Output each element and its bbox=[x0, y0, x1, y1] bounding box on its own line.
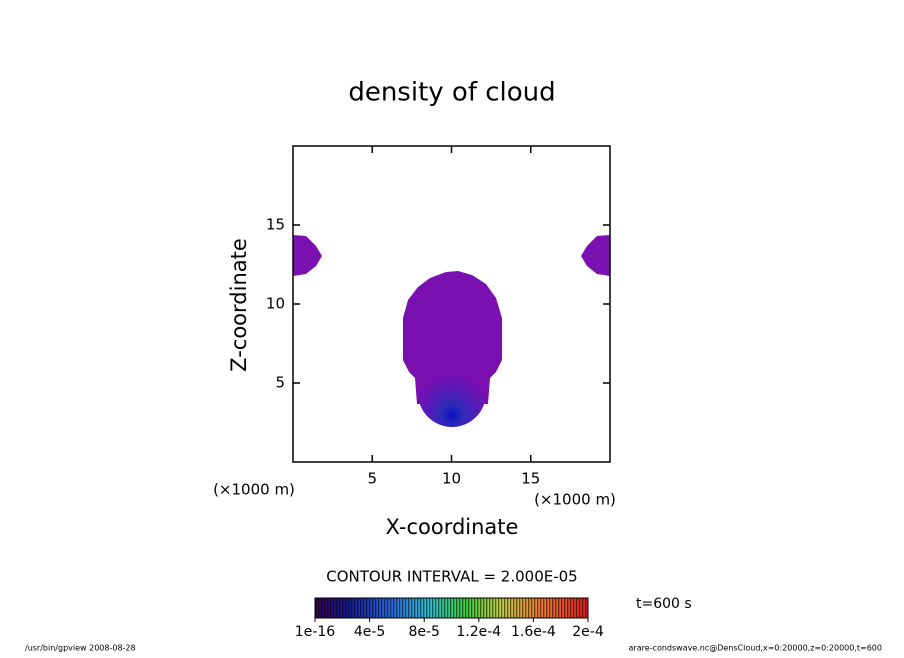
colorbar-stripes bbox=[315, 598, 588, 618]
colorbar-tick-label: 1.2e-4 bbox=[456, 624, 501, 640]
y-axis-label: Z-coordinate bbox=[227, 238, 251, 372]
colorbar-ticks: 1e-16 4e-5 8e-5 1.2e-4 1.6e-4 2e-4 bbox=[295, 618, 604, 640]
colorbar-tick-label: 4e-5 bbox=[354, 624, 385, 640]
x-unit-label: (×1000 m) bbox=[534, 491, 616, 509]
chart-title: density of cloud bbox=[348, 78, 555, 108]
y-tick-label: 15 bbox=[266, 216, 285, 234]
x-tick-label: 15 bbox=[521, 470, 540, 488]
time-label: t=600 s bbox=[636, 596, 692, 612]
y-tick-label: 10 bbox=[266, 295, 285, 313]
cloud-field bbox=[293, 235, 610, 427]
colorbar-tick-label: 1e-16 bbox=[295, 624, 335, 640]
x-tick-label: 5 bbox=[367, 470, 377, 488]
colorbar-tick-label: 8e-5 bbox=[408, 624, 439, 640]
y-tick-label: 5 bbox=[275, 374, 285, 392]
colorbar-frame bbox=[314, 597, 589, 619]
footer-right: arare-condswave.nc@DensCloud,x=0:20000,z… bbox=[629, 644, 882, 653]
y-unit-label: (×1000 m) bbox=[213, 481, 295, 499]
axes: 5 10 15 5 10 15 bbox=[266, 146, 610, 488]
contour-interval: CONTOUR INTERVAL = 2.000E-05 bbox=[326, 568, 577, 586]
x-axis-label: X-coordinate bbox=[386, 515, 519, 539]
colorbar-tick-label: 2e-4 bbox=[572, 624, 604, 640]
colorbar-tick-label: 1.6e-4 bbox=[511, 624, 556, 640]
x-tick-label: 10 bbox=[442, 470, 461, 488]
footer-left: /usr/bin/gpview 2008-08-28 bbox=[25, 644, 136, 653]
